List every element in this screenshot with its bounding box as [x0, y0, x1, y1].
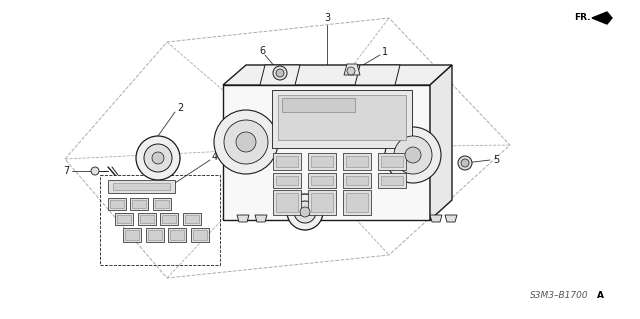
Polygon shape — [378, 153, 406, 170]
Polygon shape — [185, 215, 199, 223]
Polygon shape — [146, 228, 164, 242]
Polygon shape — [381, 176, 403, 185]
Polygon shape — [237, 215, 249, 222]
Polygon shape — [223, 85, 430, 220]
Text: 4: 4 — [212, 152, 218, 162]
Polygon shape — [272, 90, 412, 148]
Text: 6: 6 — [259, 46, 265, 56]
Polygon shape — [130, 198, 148, 210]
Polygon shape — [193, 230, 207, 240]
Polygon shape — [108, 198, 126, 210]
Polygon shape — [255, 215, 267, 222]
Text: 3: 3 — [324, 13, 330, 23]
Text: A: A — [597, 291, 604, 300]
Polygon shape — [117, 215, 131, 223]
Polygon shape — [378, 173, 406, 188]
Polygon shape — [346, 156, 368, 167]
Polygon shape — [430, 215, 442, 222]
Polygon shape — [355, 65, 400, 85]
Polygon shape — [346, 193, 368, 212]
Polygon shape — [308, 173, 336, 188]
Polygon shape — [276, 176, 298, 185]
Polygon shape — [113, 183, 170, 190]
Polygon shape — [191, 228, 209, 242]
Polygon shape — [160, 213, 178, 225]
Polygon shape — [138, 213, 156, 225]
Polygon shape — [148, 230, 162, 240]
Polygon shape — [308, 190, 336, 215]
Text: 2: 2 — [177, 103, 183, 113]
Polygon shape — [168, 228, 186, 242]
Circle shape — [91, 167, 99, 175]
Polygon shape — [223, 65, 452, 85]
Polygon shape — [260, 65, 300, 85]
Polygon shape — [311, 156, 333, 167]
Polygon shape — [343, 153, 371, 170]
Polygon shape — [311, 193, 333, 212]
Polygon shape — [344, 64, 360, 75]
Polygon shape — [592, 12, 612, 24]
Polygon shape — [278, 95, 406, 140]
Polygon shape — [445, 215, 457, 222]
Circle shape — [276, 69, 284, 77]
Polygon shape — [115, 213, 133, 225]
Polygon shape — [282, 98, 355, 112]
Polygon shape — [430, 65, 452, 220]
Circle shape — [347, 67, 355, 75]
Polygon shape — [273, 153, 301, 170]
Polygon shape — [276, 193, 298, 212]
Polygon shape — [346, 176, 368, 185]
Circle shape — [458, 156, 472, 170]
Circle shape — [236, 132, 256, 152]
Polygon shape — [276, 156, 298, 167]
Circle shape — [405, 147, 421, 163]
Polygon shape — [132, 200, 146, 208]
Polygon shape — [381, 156, 403, 167]
Circle shape — [461, 159, 469, 167]
Circle shape — [287, 194, 323, 230]
Polygon shape — [183, 213, 201, 225]
Text: FR.: FR. — [574, 13, 591, 23]
Text: 1: 1 — [382, 47, 388, 57]
Polygon shape — [140, 215, 154, 223]
Text: 5: 5 — [493, 155, 499, 165]
Polygon shape — [311, 176, 333, 185]
Circle shape — [214, 110, 278, 174]
Circle shape — [273, 66, 287, 80]
Text: S3M3–B1700: S3M3–B1700 — [530, 291, 589, 300]
Polygon shape — [162, 215, 176, 223]
Circle shape — [300, 207, 310, 217]
Circle shape — [294, 201, 316, 223]
Circle shape — [152, 152, 164, 164]
Polygon shape — [343, 173, 371, 188]
Polygon shape — [125, 230, 139, 240]
Polygon shape — [273, 190, 301, 215]
Polygon shape — [123, 228, 141, 242]
Circle shape — [144, 144, 172, 172]
Polygon shape — [308, 153, 336, 170]
Text: 7: 7 — [63, 166, 69, 176]
Polygon shape — [155, 200, 169, 208]
Circle shape — [394, 136, 432, 174]
Polygon shape — [273, 173, 301, 188]
Circle shape — [385, 127, 441, 183]
Polygon shape — [170, 230, 184, 240]
Circle shape — [136, 136, 180, 180]
Circle shape — [224, 120, 268, 164]
Polygon shape — [343, 190, 371, 215]
Polygon shape — [153, 198, 171, 210]
Text: 2: 2 — [328, 213, 334, 223]
Polygon shape — [108, 180, 175, 193]
Polygon shape — [110, 200, 124, 208]
